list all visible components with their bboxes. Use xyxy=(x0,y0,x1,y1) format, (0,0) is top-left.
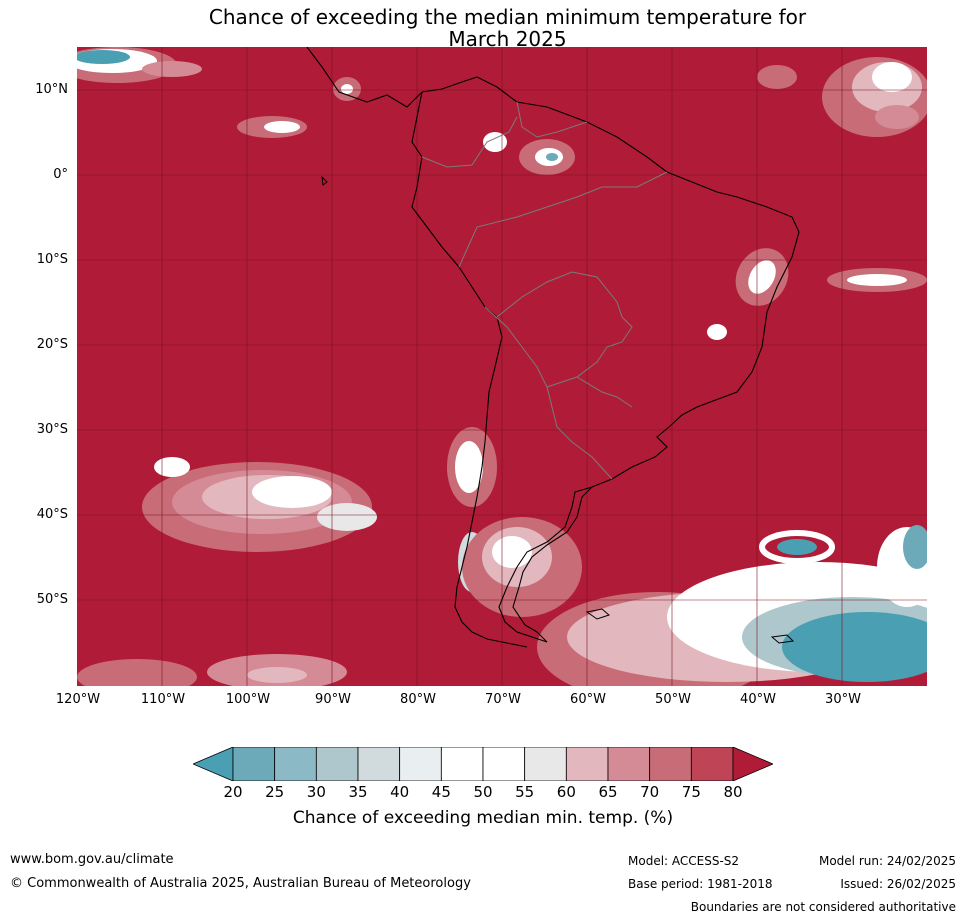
colorbar-cell xyxy=(690,747,734,781)
footer-copyright: © Commonwealth of Australia 2025, Austra… xyxy=(10,876,471,891)
colorbar-tick-label: 25 xyxy=(265,783,285,801)
lon-label-100w: 100°W xyxy=(225,692,271,707)
colorbar-cell xyxy=(482,747,526,781)
colorbar-tick-label: 75 xyxy=(681,783,701,801)
colorbar-cell xyxy=(315,747,359,781)
lon-label-110w: 110°W xyxy=(140,692,186,707)
colorbar-tick-label: 45 xyxy=(431,783,451,801)
footer-base-period: Base period: 1981-2018 xyxy=(628,877,773,891)
colorbar-cell xyxy=(649,747,692,781)
graticule xyxy=(77,47,927,686)
colorbar-arrow-low xyxy=(193,747,234,781)
lon-label-60w: 60°W xyxy=(570,692,606,707)
lat-label-10s: 10°S xyxy=(36,252,68,267)
lon-label-30w: 30°W xyxy=(825,692,861,707)
islands xyxy=(321,175,795,644)
lon-label-90w: 90°W xyxy=(315,692,351,707)
colorbar-tick-label: 40 xyxy=(390,783,410,801)
pattern-southwest xyxy=(77,659,197,686)
colorbar-cell xyxy=(607,747,651,781)
footer-model: Model: ACCESS-S2 xyxy=(628,854,740,868)
lat-label-40s: 40°S xyxy=(36,507,68,522)
colorbar-cell xyxy=(274,747,317,781)
lon-label-80w: 80°W xyxy=(400,692,436,707)
lat-label-30s: 30°S xyxy=(36,422,68,437)
colorbar-arrow-high xyxy=(732,747,773,781)
colorbar-cell xyxy=(524,747,567,781)
colorbar-cell xyxy=(357,747,401,781)
colorbar-tick-label: 60 xyxy=(556,783,576,801)
colorbar-label: Chance of exceeding median min. temp. (%… xyxy=(292,808,674,828)
pattern-south-pacific xyxy=(142,457,377,552)
colorbar-cell xyxy=(440,747,484,781)
footer-issued: Issued: 26/02/2025 xyxy=(840,877,956,891)
colorbar xyxy=(193,747,773,781)
colorbar-cell xyxy=(399,747,442,781)
lat-label-0: 0° xyxy=(53,167,68,182)
colorbar-tick-label: 30 xyxy=(306,783,326,801)
colorbar-tick-label: 80 xyxy=(723,783,743,801)
lat-label-50s: 50°S xyxy=(36,592,68,607)
colorbar-tick-label: 35 xyxy=(348,783,368,801)
country-borders xyxy=(421,101,668,480)
lon-label-120w: 120°W xyxy=(55,692,101,707)
colorbar-tick-label: 55 xyxy=(515,783,535,801)
colorbar-tick-label: 70 xyxy=(640,783,660,801)
footer-url[interactable]: www.bom.gov.au/climate xyxy=(10,852,174,867)
colorbar-tick-label: 65 xyxy=(598,783,618,801)
lon-label-50w: 50°W xyxy=(655,692,691,707)
pattern-northwest xyxy=(77,47,202,83)
pattern-south-atlantic xyxy=(462,517,927,686)
south-america-coastline xyxy=(306,47,800,643)
pattern-northeast xyxy=(757,57,927,137)
footer-disclaimer: Boundaries are not considered authoritat… xyxy=(690,900,956,914)
colorbar-cell xyxy=(232,747,276,781)
lat-label-20s: 20°S xyxy=(36,337,68,352)
footer-model-run: Model run: 24/02/2025 xyxy=(818,854,956,868)
lat-label-10n: 10°N xyxy=(35,82,68,97)
colorbar-tick-label: 20 xyxy=(223,783,243,801)
forecast-map xyxy=(77,47,927,686)
lon-label-40w: 40°W xyxy=(740,692,776,707)
map-title-line1: Chance of exceeding the median minimum t… xyxy=(208,5,807,29)
lon-label-70w: 70°W xyxy=(485,692,521,707)
colorbar-cell xyxy=(565,747,609,781)
colorbar-tick-label: 50 xyxy=(473,783,493,801)
